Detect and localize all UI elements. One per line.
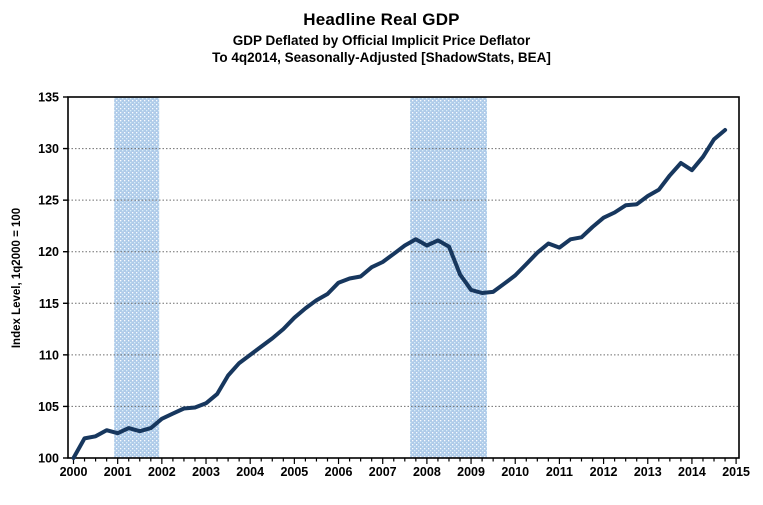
x-tick-label: 2011 xyxy=(546,465,573,479)
x-tick-label: 2006 xyxy=(325,465,353,479)
y-tick-label: 105 xyxy=(38,400,59,414)
y-tick-label: 110 xyxy=(39,348,59,362)
y-axis: 100 105 110 115 120 125 130 135 xyxy=(38,91,68,466)
plot-border xyxy=(67,96,740,459)
x-tick-label: 2004 xyxy=(236,465,264,479)
chart-subtitle-line2: To 4q2014, Seasonally-Adjusted [ShadowSt… xyxy=(212,50,551,65)
x-axis: 2000 2001 2002 2003 2004 2005 2006 2007 2008 2009… xyxy=(60,458,750,479)
recession-bands xyxy=(114,97,487,458)
x-tick-label: 2000 xyxy=(60,465,88,479)
x-tick-label: 2009 xyxy=(457,465,485,479)
x-tick-label: 2010 xyxy=(501,465,529,479)
y-tick-label: 115 xyxy=(39,297,59,311)
y-tick-label: 100 xyxy=(38,452,59,466)
y-tick-label: 130 xyxy=(38,142,59,156)
chart-title: Headline Real GDP xyxy=(303,10,460,29)
x-tick-label: 2012 xyxy=(590,465,618,479)
recession-band xyxy=(114,97,160,458)
x-tick-label: 2007 xyxy=(369,465,397,479)
recession-band xyxy=(410,97,487,458)
chart-subtitle-line1: GDP Deflated by Official Implicit Price … xyxy=(232,33,531,48)
x-tick-label: 2005 xyxy=(280,465,308,479)
y-axis-title: Index Level, 1q2000 = 100 xyxy=(11,208,23,348)
x-tick-label: 2008 xyxy=(413,465,441,479)
y-tick-label: 120 xyxy=(38,245,59,259)
gridlines xyxy=(68,96,739,407)
x-tick-label: 2001 xyxy=(104,465,132,479)
x-tick-label: 2002 xyxy=(148,465,176,479)
gdp-line xyxy=(71,128,728,460)
x-tick-label: 2003 xyxy=(192,465,220,479)
x-tick-label: 2015 xyxy=(722,465,750,479)
x-tick-label: 2013 xyxy=(634,465,662,479)
y-tick-label: 125 xyxy=(38,194,59,208)
x-tick-label: 2014 xyxy=(678,465,706,479)
y-tick-label: 135 xyxy=(38,91,59,105)
